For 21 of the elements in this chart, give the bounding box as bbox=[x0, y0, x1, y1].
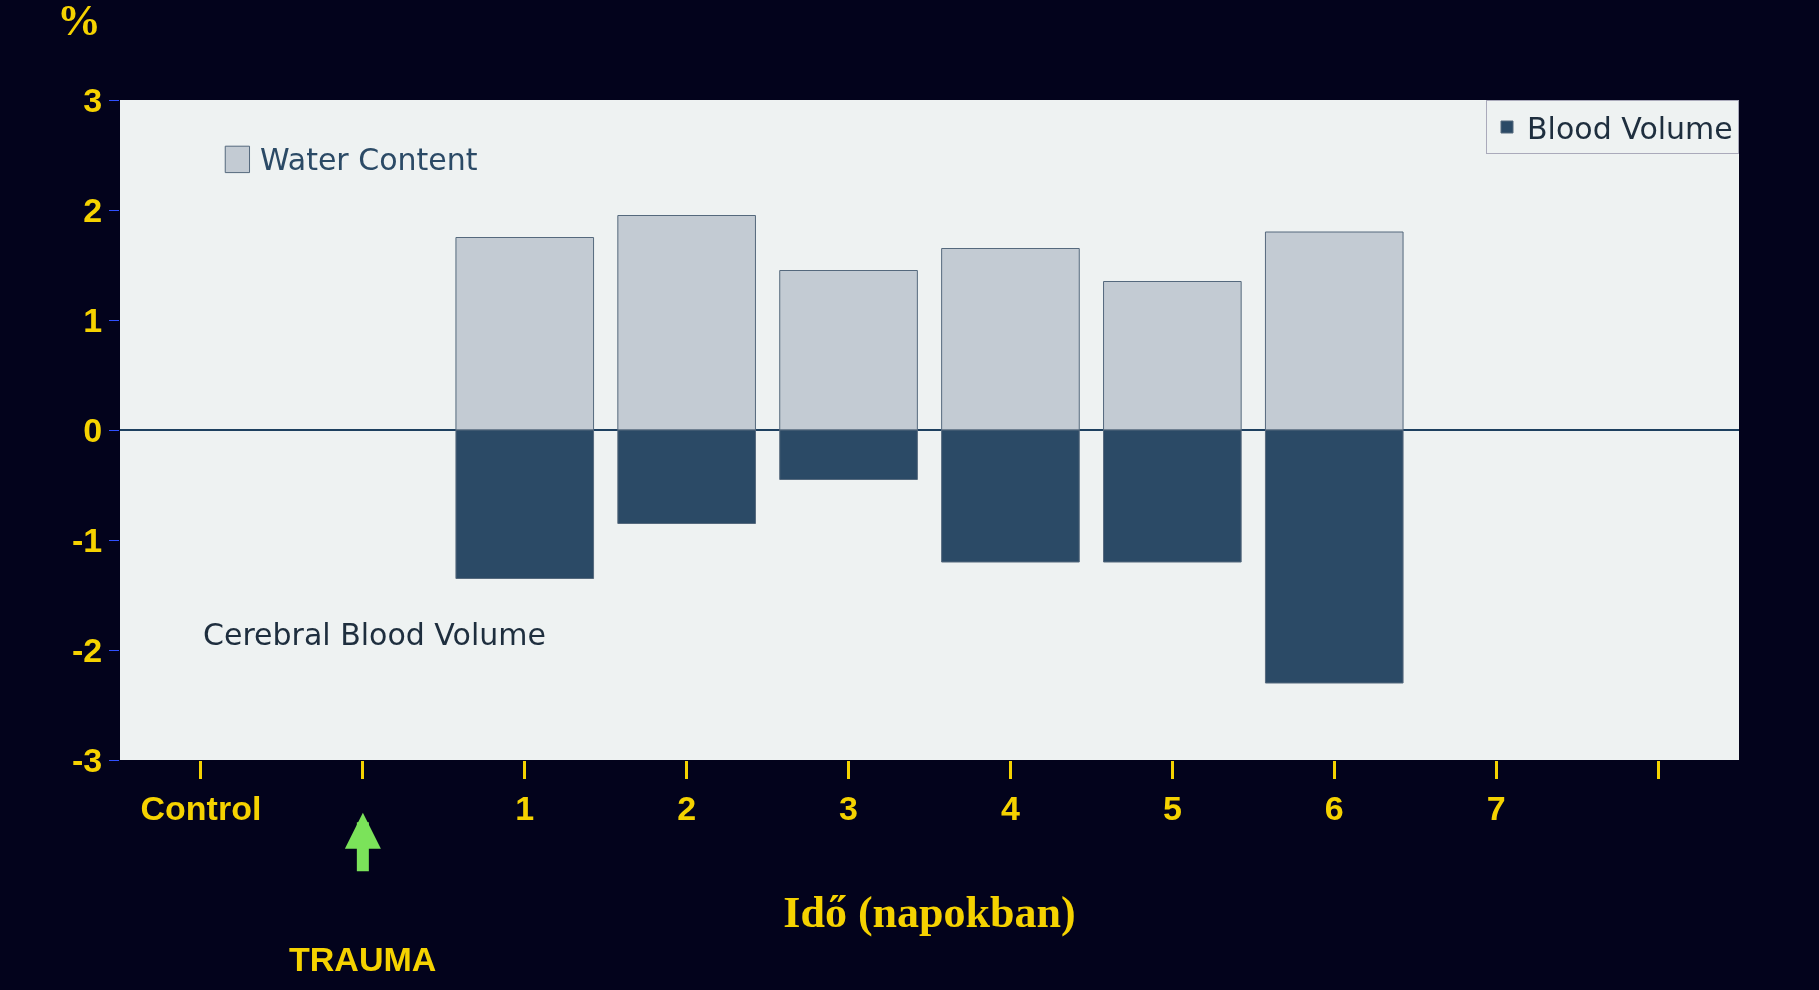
y-tick-label: -1 bbox=[71, 520, 103, 559]
x-tick-label: Control bbox=[140, 788, 262, 827]
legend-label: Water Content bbox=[260, 142, 478, 177]
text: TRAUMA bbox=[289, 940, 437, 978]
y-tick-label: 1 bbox=[83, 300, 103, 339]
y-axis-title: % bbox=[57, 0, 101, 45]
x-tick-label: 3 bbox=[839, 788, 859, 827]
x-tick-label: 7 bbox=[1486, 788, 1506, 827]
x-tick-label: 2 bbox=[677, 788, 697, 827]
x-tick-label: 5 bbox=[1162, 788, 1182, 827]
y-tick-label: -2 bbox=[71, 630, 103, 669]
x-tick-label: 4 bbox=[1000, 788, 1020, 827]
x-tick-label: 6 bbox=[1324, 788, 1344, 827]
x-axis-title: Idő (napokban) bbox=[783, 888, 1076, 938]
legend-label: Blood Volume bbox=[1527, 110, 1733, 146]
y-tick-label: 0 bbox=[83, 410, 103, 449]
y-tick-label: 2 bbox=[83, 190, 103, 229]
x-tick-label: 1 bbox=[515, 788, 535, 827]
y-tick-label: 3 bbox=[83, 80, 103, 119]
annotation: Cerebral Blood Volume bbox=[203, 617, 546, 652]
y-tick-label: -3 bbox=[71, 740, 103, 779]
